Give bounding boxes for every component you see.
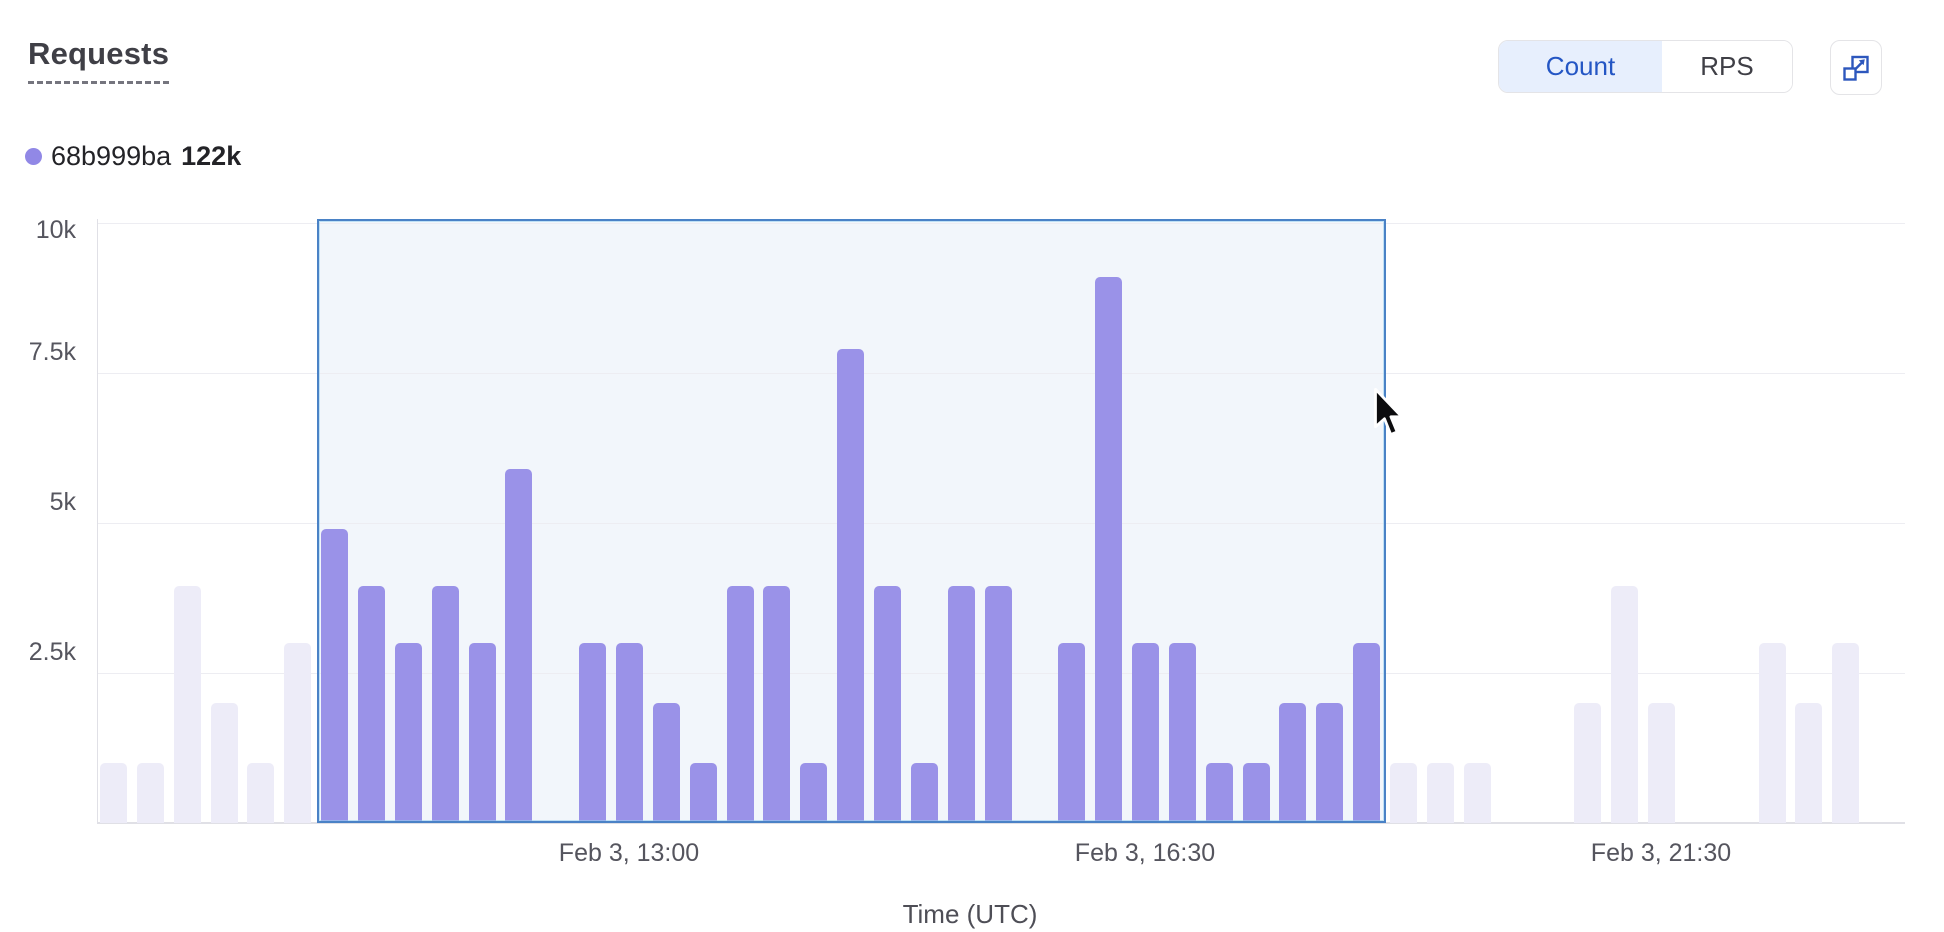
bar[interactable]: [579, 643, 607, 823]
x-tick-label: Feb 3, 21:30: [1590, 839, 1732, 867]
series-id: 68b999ba: [51, 140, 172, 171]
selection-region-frame[interactable]: [317, 219, 1387, 823]
toggle-option-rps[interactable]: RPS: [1662, 41, 1792, 92]
bar[interactable]: [173, 586, 201, 823]
y-tick-label: 2.5k: [28, 638, 76, 666]
bar[interactable]: [1648, 703, 1675, 823]
bar[interactable]: [247, 763, 275, 823]
panel-title: Requests: [28, 36, 170, 84]
bar[interactable]: [1279, 703, 1307, 823]
bar[interactable]: [1168, 643, 1196, 823]
bar[interactable]: [431, 586, 459, 823]
bar[interactable]: [947, 586, 975, 823]
bar[interactable]: [284, 643, 312, 823]
bar[interactable]: [505, 469, 533, 823]
bar[interactable]: [1611, 586, 1639, 823]
bar[interactable]: [1353, 643, 1381, 823]
bar[interactable]: [616, 643, 643, 823]
x-axis-line: [97, 822, 1905, 824]
bar[interactable]: [1316, 703, 1344, 823]
y-tick-label: 5k: [49, 488, 76, 516]
bar[interactable]: [1426, 763, 1454, 823]
bar[interactable]: [874, 586, 901, 823]
y-gridline: [97, 523, 1905, 524]
y-axis-line: [97, 219, 98, 823]
bar[interactable]: [726, 586, 754, 823]
legend: 68b999ba 122k: [25, 141, 241, 171]
x-tick-label: Feb 3, 13:00: [558, 839, 700, 867]
bar[interactable]: [100, 763, 127, 823]
y-gridline: [97, 223, 1905, 224]
unit-toggle: Count RPS: [1498, 40, 1793, 93]
bar[interactable]: [468, 643, 496, 823]
expand-button[interactable]: [1830, 40, 1882, 95]
bar[interactable]: [1242, 763, 1270, 823]
bar[interactable]: [136, 763, 164, 823]
bar[interactable]: [1390, 763, 1417, 823]
bar[interactable]: [763, 586, 791, 823]
y-tick-label: 10k: [35, 216, 76, 244]
bar[interactable]: [800, 763, 828, 823]
x-axis-title: Time (UTC): [902, 899, 1038, 929]
series-total: 122k: [181, 140, 242, 171]
bar[interactable]: [210, 703, 238, 823]
toggle-option-count[interactable]: Count: [1499, 41, 1662, 92]
series-dot-icon: [25, 147, 42, 165]
bar[interactable]: [910, 763, 938, 823]
y-gridline: [97, 373, 1905, 374]
bar[interactable]: [1463, 763, 1491, 823]
y-tick-label: 7.5k: [28, 338, 76, 366]
bar[interactable]: [394, 643, 422, 823]
bar[interactable]: [1574, 703, 1602, 823]
expand-icon: [1842, 54, 1870, 82]
bar[interactable]: [1095, 277, 1123, 823]
bar[interactable]: [1832, 643, 1860, 823]
bar[interactable]: [652, 703, 680, 823]
bar[interactable]: [321, 529, 349, 823]
bar[interactable]: [1058, 643, 1086, 823]
bar[interactable]: [358, 586, 385, 823]
bar[interactable]: [1205, 763, 1233, 823]
bar[interactable]: [984, 586, 1012, 823]
x-tick-label: Feb 3, 16:30: [1074, 839, 1216, 867]
bar[interactable]: [689, 763, 717, 823]
bar[interactable]: [837, 349, 865, 823]
bar[interactable]: [1758, 643, 1786, 823]
bar[interactable]: [1132, 643, 1159, 823]
bar[interactable]: [1795, 703, 1823, 823]
